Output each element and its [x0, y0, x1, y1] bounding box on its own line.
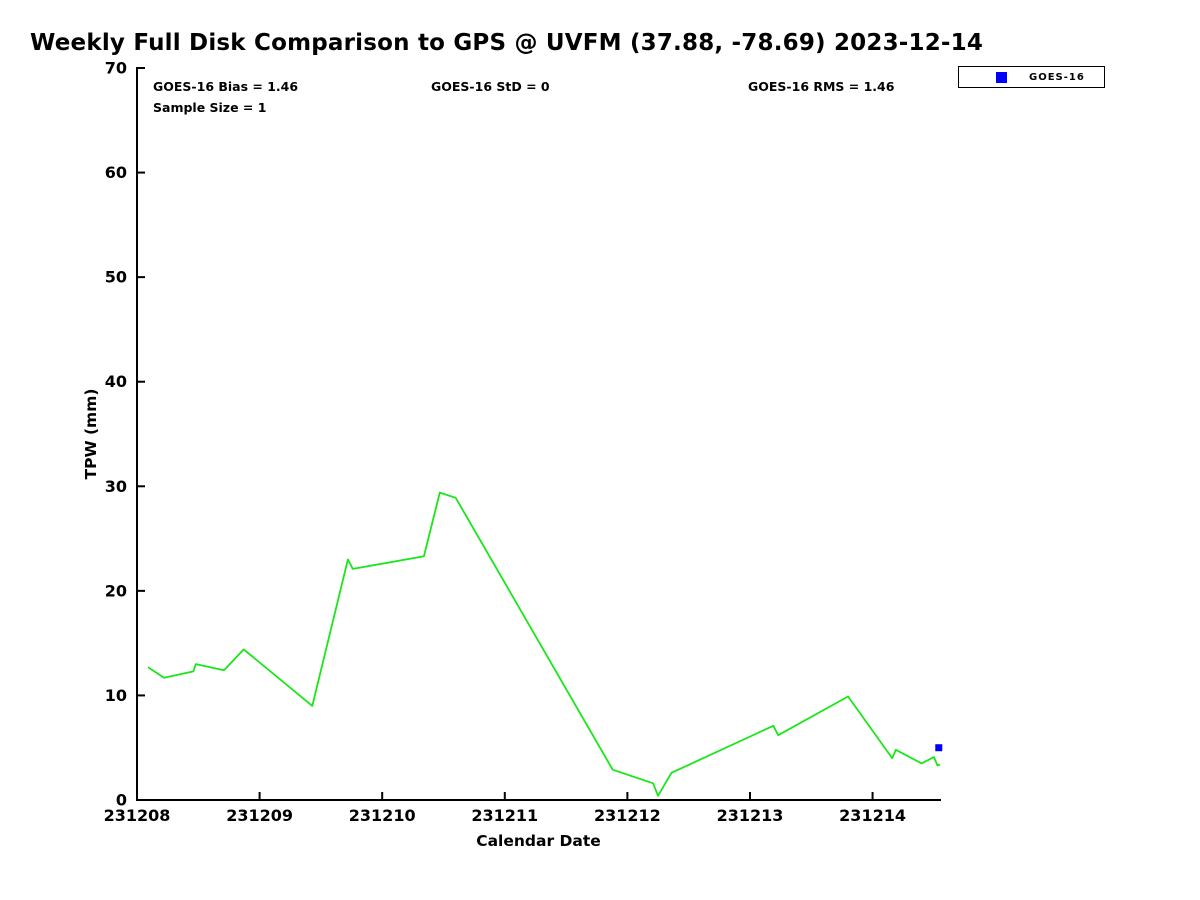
- chart-title: Weekly Full Disk Comparison to GPS @ UVF…: [30, 30, 984, 56]
- x-tick-label: 231208: [104, 806, 171, 825]
- y-tick-label: 60: [105, 163, 127, 182]
- goes16-data-marker: [935, 744, 943, 752]
- y-tick-label: 40: [105, 372, 127, 391]
- stat-sample-size: Sample Size = 1: [153, 100, 267, 115]
- y-tick-label: 70: [105, 59, 127, 78]
- y-tick-label: 20: [105, 581, 127, 600]
- y-axis-title: TPW (mm): [82, 389, 100, 480]
- legend-box: GOES-16: [958, 66, 1105, 88]
- stat-rms: GOES-16 RMS = 1.46: [748, 79, 895, 94]
- y-tick-label: 30: [105, 477, 127, 496]
- x-tick-label: 231212: [594, 806, 661, 825]
- x-tick-label: 231213: [717, 806, 784, 825]
- x-tick-label: 231209: [226, 806, 293, 825]
- stat-std: GOES-16 StD = 0: [431, 79, 550, 94]
- gps-line-series: [147, 491, 941, 797]
- x-tick-label: 231210: [349, 806, 416, 825]
- x-axis-title: Calendar Date: [476, 832, 601, 850]
- axis-lines: [136, 67, 941, 801]
- x-tick-label: 231214: [839, 806, 906, 825]
- legend-item-label: GOES-16: [1029, 71, 1085, 83]
- y-tick-label: 50: [105, 268, 127, 287]
- y-tick-label: 10: [105, 686, 127, 705]
- stat-bias: GOES-16 Bias = 1.46: [153, 79, 299, 94]
- legend-square-marker-icon: [996, 71, 1007, 83]
- x-tick-label: 231211: [471, 806, 538, 825]
- y-tick-label: 0: [116, 791, 127, 810]
